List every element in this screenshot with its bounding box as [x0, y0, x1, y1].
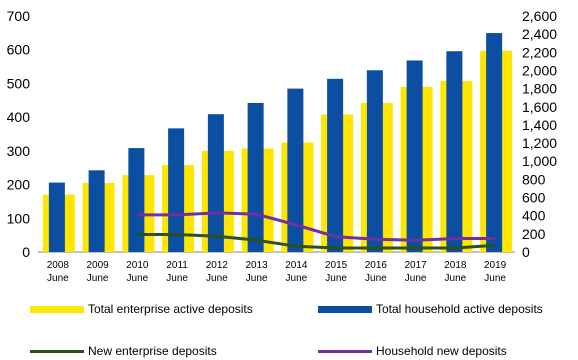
x-tick-label: June	[87, 273, 109, 284]
line-enterprise-new	[137, 233, 496, 250]
legend-swatch-household-total	[318, 305, 372, 313]
legend-item-enterprise-new: New enterprise deposits	[30, 344, 217, 358]
right-tick-label: 0	[522, 244, 530, 260]
right-tick-label: 1,200	[522, 135, 557, 151]
legend-item-enterprise-total: Total enterprise active deposits	[30, 302, 253, 316]
x-tick-label: 2009	[87, 260, 110, 271]
x-tick-label: June	[47, 273, 69, 284]
left-tick-label: 300	[7, 143, 31, 159]
x-tick-label: June	[405, 273, 427, 284]
x-tick-label: June	[127, 273, 149, 284]
bar-household-total	[48, 182, 65, 252]
bar-household-total	[446, 51, 463, 252]
x-tick-label: June	[445, 273, 467, 284]
deposits-chart: 0 100 200 300 400 500 600 700 0 200 400 600 800 1,00…	[7, 8, 558, 284]
bar-household-total	[207, 114, 224, 252]
right-tick-label: 600	[522, 190, 546, 206]
x-tick-label: 2010	[126, 260, 149, 271]
bar-household-total	[287, 88, 304, 252]
right-tick-label: 2,200	[522, 44, 557, 60]
right-tick-label: 800	[522, 171, 546, 187]
bar-household-total	[88, 170, 105, 252]
legend-swatch-enterprise-new	[30, 349, 84, 353]
left-tick-label: 600	[7, 42, 31, 58]
x-tick-label: June	[166, 273, 188, 284]
right-tick-label: 2,400	[522, 26, 557, 42]
right-tick-label: 2,000	[522, 62, 557, 78]
x-tick-label: 2012	[206, 260, 229, 271]
legend-label-household-new: Household new deposits	[376, 344, 507, 358]
right-axis-ticks: 0 200 400 600 800 1,000 1,200 1,400 1,600 1,800 2,…	[522, 8, 557, 260]
x-tick-label: 2013	[246, 260, 269, 271]
bar-household-total	[247, 102, 264, 252]
x-tick-label: 2016	[365, 260, 388, 271]
x-tick-label: 2014	[285, 260, 308, 271]
right-tick-label: 200	[522, 226, 546, 242]
x-axis-ticks: 2008 June 2009 June 2010 June 2011 June 2012 June…	[47, 260, 507, 284]
left-tick-label: 400	[7, 109, 31, 125]
left-tick-label: 500	[7, 75, 31, 91]
left-axis-ticks: 0 100 200 300 400 500 600 700	[7, 8, 31, 260]
left-tick-label: 100	[7, 210, 31, 226]
x-tick-label: 2018	[444, 260, 467, 271]
right-tick-label: 1,000	[522, 153, 557, 169]
x-tick-label: June	[365, 273, 387, 284]
x-tick-label: June	[325, 273, 347, 284]
x-tick-label: June	[246, 273, 268, 284]
x-tick-label: 2011	[166, 260, 188, 271]
legend: Total enterprise active deposits Total h…	[0, 290, 578, 360]
x-tick-label: 2019	[484, 260, 507, 271]
right-tick-label: 1,400	[522, 117, 557, 133]
legend-swatch-household-new	[318, 349, 372, 353]
left-tick-label: 0	[22, 244, 30, 260]
bar-household-total	[486, 33, 503, 252]
legend-item-household-new: Household new deposits	[318, 344, 507, 358]
left-tick-label: 200	[7, 177, 31, 193]
x-tick-label: June	[286, 273, 308, 284]
x-tick-label: 2017	[405, 260, 428, 271]
right-tick-label: 2,600	[522, 8, 557, 24]
bar-household-total	[327, 78, 344, 252]
line-household-new	[137, 211, 496, 242]
bar-household-total	[128, 148, 145, 252]
line-series	[137, 211, 496, 250]
legend-swatch-enterprise-total	[30, 305, 84, 313]
legend-label-household-total: Total household active deposits	[376, 302, 543, 316]
bar-household-total	[168, 128, 185, 252]
bar-household-total	[366, 70, 383, 252]
legend-label-enterprise-new: New enterprise deposits	[88, 344, 217, 358]
x-tick-label: 2008	[47, 260, 70, 271]
enterprise-bars	[42, 50, 513, 253]
right-tick-label: 1,800	[522, 81, 557, 97]
bar-household-total	[406, 60, 423, 252]
left-tick-label: 700	[7, 8, 31, 24]
right-tick-label: 1,600	[522, 99, 557, 115]
x-tick-label: June	[484, 273, 506, 284]
legend-item-household-total: Total household active deposits	[318, 302, 543, 316]
x-tick-label: 2015	[325, 260, 348, 271]
legend-label-enterprise-total: Total enterprise active deposits	[88, 302, 253, 316]
right-tick-label: 400	[522, 208, 546, 224]
x-tick-label: June	[206, 273, 228, 284]
